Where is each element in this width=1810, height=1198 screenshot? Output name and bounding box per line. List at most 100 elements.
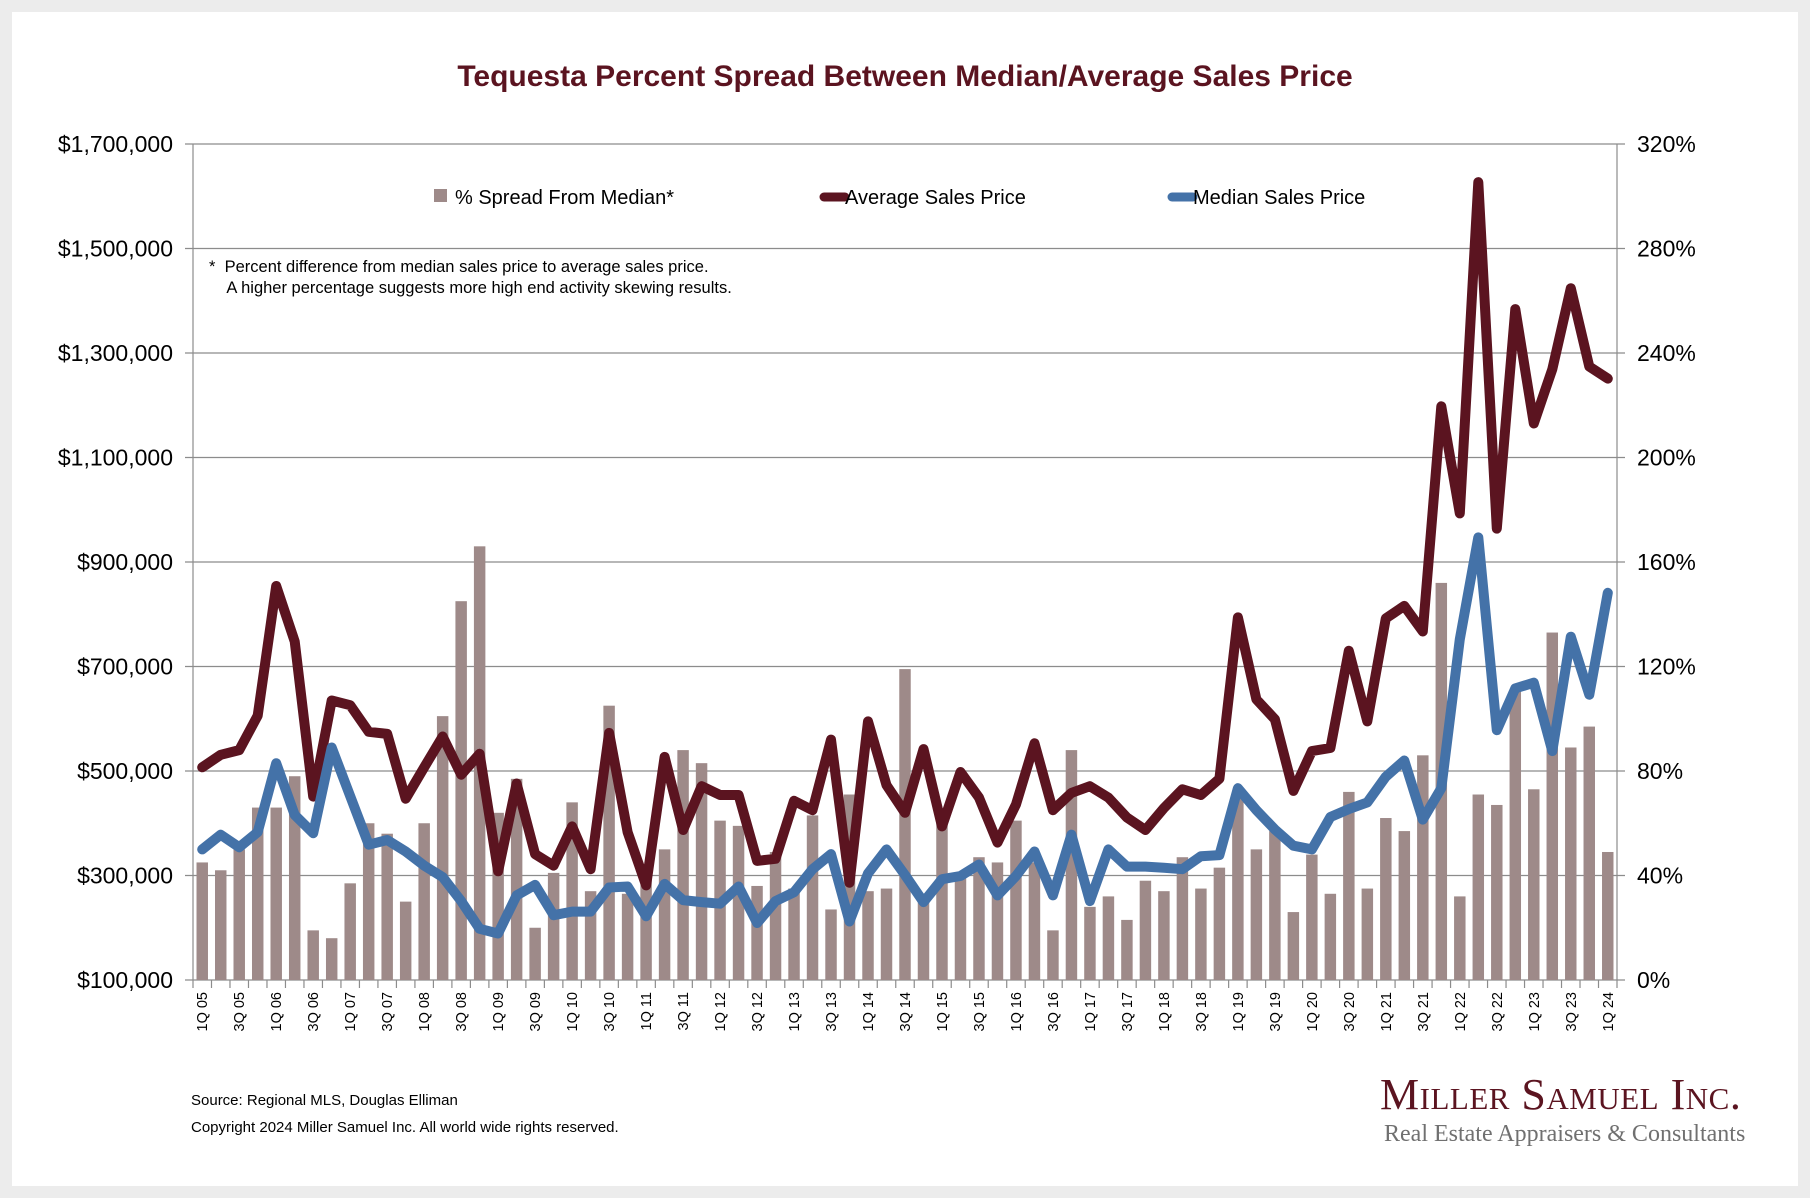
bar-spread: [640, 872, 652, 980]
x-tick-label: 3Q 09: [528, 992, 544, 1032]
bar-spread: [1250, 849, 1263, 980]
bar-spread: [307, 930, 319, 980]
y-axis-right-labels: 0% 40% 80% 120% 160% 200% 240% 280% 320%: [1637, 131, 1696, 993]
x-tick-label: 3Q 10: [602, 992, 618, 1032]
bar-spread: [288, 776, 301, 980]
x-tick-label: 1Q 17: [1083, 992, 1099, 1032]
x-tick-label: 3Q 07: [380, 992, 396, 1032]
bar-spread: [973, 857, 985, 980]
bar-spread: [344, 883, 356, 980]
chart-title: Tequesta Percent Spread Between Median/A…: [457, 60, 1353, 93]
x-tick-label: 1Q 10: [565, 992, 581, 1032]
bar-spread: [455, 601, 467, 980]
bar-spread: [270, 807, 282, 980]
bar-spread: [1232, 794, 1244, 980]
x-tick-label: 3Q 18: [1194, 992, 1210, 1032]
x-tick-label: 1Q 14: [861, 992, 877, 1032]
x-tick-label: 1Q 23: [1527, 992, 1543, 1032]
x-tick-label: 1Q 05: [195, 992, 211, 1032]
bar-spread: [196, 862, 208, 980]
x-tick-label: 1Q 19: [1231, 992, 1247, 1032]
x-tick-label: 3Q 22: [1490, 992, 1506, 1032]
y-left-tick-label: $1,700,000: [58, 131, 173, 157]
x-tick-label: 3Q 08: [454, 992, 470, 1032]
copyright-note: Copyright 2024 Miller Samuel Inc. All wo…: [191, 1119, 619, 1136]
bar-spread: [677, 750, 689, 980]
bar-spread: [769, 851, 782, 980]
line-series: [197, 177, 1613, 939]
source-note: Source: Regional MLS, Douglas Elliman: [191, 1092, 458, 1109]
x-tick-label: 1Q 24: [1601, 992, 1617, 1032]
x-tick-label: 3Q 16: [1046, 992, 1062, 1032]
bar-spread: [362, 823, 375, 980]
y-left-tick-label: $300,000: [77, 863, 173, 889]
x-tick-label: 3Q 17: [1120, 992, 1136, 1032]
bar-spread: [825, 909, 837, 980]
y-left-tick-label: $700,000: [77, 654, 173, 680]
y-left-tick-label: $1,100,000: [58, 445, 173, 471]
x-tick-label: 1Q 08: [417, 992, 433, 1032]
y-right-tick-label: 160%: [1637, 549, 1696, 575]
bar-spread: [381, 833, 393, 980]
bar-spread: [991, 862, 1004, 980]
bar-spread: [1361, 888, 1374, 980]
y-axis-left-labels: $100,000 $300,000 $500,000 $700,000 $900,000…: [58, 131, 173, 993]
bar-spread: [566, 802, 578, 980]
bar-spread: [1047, 930, 1059, 980]
bar-spread: [917, 896, 930, 980]
bar-spread: [621, 893, 634, 980]
y-right-tick-label: 320%: [1637, 131, 1696, 157]
bar-spread: [233, 849, 245, 980]
bar-spread: [1343, 791, 1355, 980]
bar-spread: [436, 716, 449, 980]
y-right-tick-label: 40%: [1637, 863, 1683, 889]
bar-spread: [1287, 912, 1300, 980]
bar-spread: [1472, 794, 1485, 980]
x-tick-label: 3Q 11: [676, 992, 692, 1030]
bar-spread: [603, 705, 615, 980]
bar-spread: [1565, 747, 1577, 980]
bar-spread: [1602, 851, 1614, 980]
bar-spread: [1213, 867, 1226, 980]
bar-spread: [1306, 854, 1318, 980]
bar-spread: [732, 825, 745, 980]
x-tick-label: 3Q 23: [1564, 992, 1580, 1032]
x-tick-label: 1Q 15: [935, 992, 951, 1032]
bar-spread: [806, 815, 819, 980]
bar-spread: [880, 888, 893, 980]
y-right-tick-label: 280%: [1637, 236, 1696, 262]
x-tick-label: 1Q 09: [491, 992, 507, 1032]
axes: [192, 144, 1618, 988]
y-right-tick-label: 80%: [1637, 758, 1683, 784]
bar-spread: [1583, 726, 1595, 980]
line-average-sales-price: [197, 177, 1613, 891]
y-right-tick-label: 200%: [1637, 445, 1696, 471]
bar-spread: [1102, 896, 1115, 980]
x-tick-label: 1Q 12: [713, 992, 729, 1032]
bar-spread: [510, 778, 523, 980]
x-tick-label: 3Q 12: [750, 992, 766, 1032]
bar-spread: [1417, 755, 1429, 980]
bar-spread: [899, 669, 911, 980]
bar-spread: [1269, 831, 1281, 980]
x-tick-label: 3Q 13: [824, 992, 840, 1032]
bar-spread: [1509, 690, 1522, 980]
bar-spread: [399, 901, 412, 980]
footnote: * Percent difference from median sales p…: [209, 258, 732, 297]
bar-spread: [1139, 880, 1152, 980]
y-right-tick-label: 240%: [1637, 340, 1696, 366]
bar-spread: [1324, 893, 1337, 980]
bar-spread: [251, 807, 264, 980]
bar-spread: [584, 891, 597, 980]
bar-spread: [1084, 906, 1096, 980]
bar-spread: [936, 812, 948, 980]
bar-spread: [1491, 804, 1503, 980]
footnote-line-2: A higher percentage suggests more high e…: [209, 279, 732, 297]
footnote-line-1: * Percent difference from median sales p…: [209, 258, 709, 276]
legend-swatch-spread: [434, 189, 447, 202]
bar-spread: [1454, 896, 1466, 980]
bar-spread: [695, 763, 708, 980]
x-tick-label: 3Q 14: [898, 992, 914, 1032]
x-tick-label: 1Q 16: [1009, 992, 1025, 1032]
